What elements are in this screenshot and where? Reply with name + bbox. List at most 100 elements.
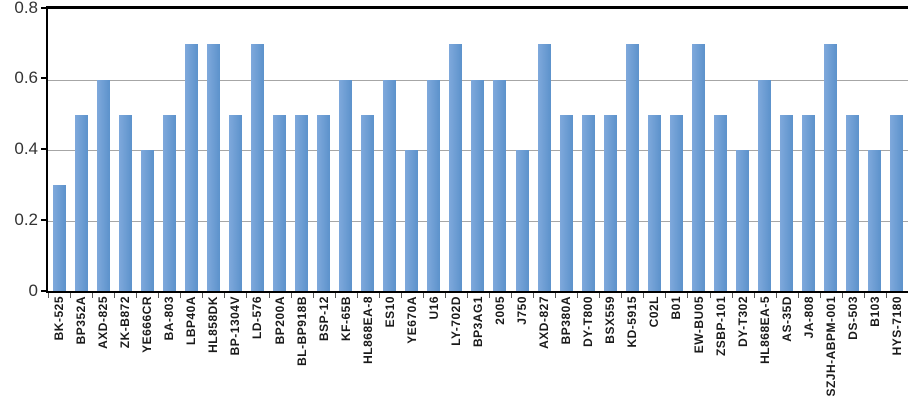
bar-slot [246,9,268,291]
x-tick-label: BP3AG1 [471,296,485,348]
x-tick-mark [335,293,336,298]
bar-slot [70,9,92,291]
y-tick-label: 0 [28,281,38,300]
bar-slot [202,9,224,291]
bar [184,44,198,291]
x-tick-mark [665,293,666,298]
bar-slot [643,9,665,291]
bar [272,115,286,291]
bar [118,115,132,291]
x-tick-label: HL858DK [206,296,220,353]
bar-slot [467,9,489,291]
bar [140,150,154,291]
bar [405,150,419,291]
bar-slot [886,9,908,291]
bar [647,115,661,291]
bar [515,150,529,291]
x-tick-mark [92,293,93,298]
bar [493,80,507,291]
bar [802,115,816,291]
x-tick-mark [246,293,247,298]
x-tick-label: J750 [515,296,529,325]
bar [559,115,573,291]
x-tick-mark [202,293,203,298]
bar-slot [577,9,599,291]
x-tick-label: AS-35D [780,296,794,342]
bar [317,115,331,291]
bar-slot [489,9,511,291]
bar [339,80,353,291]
x-tick-label: ZSBP-101 [714,296,728,357]
bar-slot [291,9,313,291]
bar [471,80,485,291]
x-tick-label: BSX559 [603,296,617,344]
x-tick-label: KD-5915 [625,296,639,348]
x-tick-label: HYS-7180 [890,296,904,356]
x-tick-label: YE666CR [140,296,154,353]
bar-slot [687,9,709,291]
x-tick-mark [114,293,115,298]
x-tick-label: BA-803 [162,296,176,341]
bar-slot [798,9,820,291]
bar [735,150,749,291]
x-tick-label: KF-65B [339,296,353,342]
x-tick-mark [445,293,446,298]
x-tick-label: BSP-12 [317,296,331,342]
bar [603,115,617,291]
x-tick-mark [180,293,181,298]
x-tick-mark [423,293,424,298]
x-axis-line [46,291,908,293]
x-tick-label: HL868EA-8 [361,296,375,364]
bar-slot [842,9,864,291]
bar-slot [709,9,731,291]
bar [713,115,727,291]
bar [449,44,463,291]
bar-slot [621,9,643,291]
x-tick-label: ES10 [383,296,397,328]
y-tick-mark [41,148,46,150]
x-tick-mark [48,293,49,298]
bar [890,115,904,291]
bar-slot [335,9,357,291]
bar [250,44,264,291]
bar-slot [445,9,467,291]
bar-slot [599,9,621,291]
x-tick-label: B01 [669,296,683,320]
x-tick-mark [754,293,755,298]
x-tick-mark [599,293,600,298]
bar-slot [533,9,555,291]
bar-slot [864,9,886,291]
x-tick-label: 2005 [493,296,507,325]
bar-slot [754,9,776,291]
x-tick-label: B103 [868,296,882,327]
x-tick-label: EW-BU05 [692,296,706,354]
x-tick-mark [467,293,468,298]
x-tick-label: U16 [427,296,441,320]
x-tick-mark [313,293,314,298]
bar [361,115,375,291]
x-tick-mark [511,293,512,298]
x-tick-label: BK-525 [52,296,66,341]
y-tick-label: 0.6 [14,68,38,87]
x-tick-label: DY-T302 [736,296,750,347]
bar [846,115,860,291]
x-tick-mark [401,293,402,298]
bar-slot [731,9,753,291]
x-tick-mark [158,293,159,298]
x-tick-mark [710,293,711,298]
x-tick-mark [489,293,490,298]
bar-slot [114,9,136,291]
y-axis-line [46,6,48,293]
bar [758,80,772,291]
x-tick-label: BP380A [559,296,573,345]
bar-slot [180,9,202,291]
x-tick-label: YE670A [405,296,419,344]
plot-area [48,9,908,291]
y-tick-mark [41,290,46,292]
x-tick-mark [533,293,534,298]
x-tick-mark [269,293,270,298]
bar-slot [92,9,114,291]
x-tick-label: LY-702D [449,296,463,346]
x-tick-mark [643,293,644,298]
bar-slot [555,9,577,291]
